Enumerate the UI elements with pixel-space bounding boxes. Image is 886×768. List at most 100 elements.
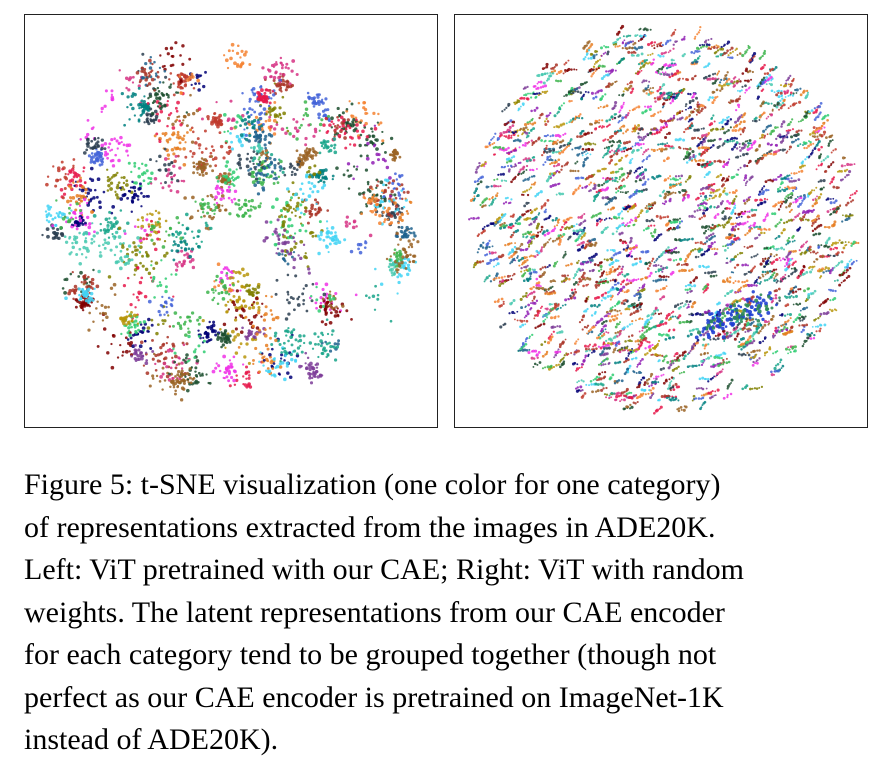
scatter-point <box>319 100 323 104</box>
scatter-point <box>71 217 75 221</box>
scatter-point <box>87 328 91 332</box>
scatter-point <box>180 369 184 373</box>
scatter-point <box>682 305 685 308</box>
scatter-point <box>197 371 201 375</box>
scatter-point <box>582 394 585 397</box>
scatter-point <box>317 176 321 180</box>
scatter-point <box>582 234 586 237</box>
scatter-point <box>212 148 216 152</box>
scatter-point <box>287 224 291 228</box>
scatter-point <box>662 373 665 376</box>
scatter-point <box>166 52 170 56</box>
scatter-point <box>123 255 127 259</box>
scatter-point <box>210 329 215 334</box>
scatter-point <box>299 203 303 207</box>
scatter-point <box>194 82 197 86</box>
scatter-point <box>295 72 299 77</box>
scatter-point <box>333 358 338 362</box>
scatter-point <box>240 49 244 53</box>
scatter-point <box>185 353 189 357</box>
scatter-point <box>209 324 214 329</box>
scatter-point <box>632 357 635 360</box>
scatter-point <box>597 334 600 337</box>
scatter-point <box>78 293 81 297</box>
scatter-point <box>284 317 289 321</box>
scatter-point <box>239 330 244 334</box>
scatter-point <box>237 153 241 158</box>
scatter-point <box>237 346 241 349</box>
scatter-point <box>83 274 87 277</box>
scatter-point <box>784 265 786 268</box>
scatter-point <box>813 147 817 150</box>
scatter-point <box>603 105 606 109</box>
scatter-point <box>549 147 552 151</box>
scatter-point <box>92 234 96 238</box>
scatter-point <box>510 242 513 245</box>
scatter-point <box>331 177 334 181</box>
scatter-point <box>123 232 127 236</box>
scatter-point <box>139 261 142 265</box>
scatter-point <box>242 382 245 386</box>
scatter-point <box>823 126 826 129</box>
scatter-point <box>266 68 270 71</box>
scatter-point <box>138 182 142 186</box>
scatter-point <box>335 236 338 239</box>
scatter-point <box>384 183 388 187</box>
scatter-point <box>137 244 140 248</box>
scatter-point <box>328 297 332 302</box>
scatter-point <box>261 151 265 155</box>
scatter-point <box>679 147 682 150</box>
scatter-point <box>64 277 69 282</box>
scatter-point <box>104 217 109 222</box>
scatter-point <box>327 119 331 123</box>
scatter-point <box>149 56 153 59</box>
scatter-point <box>241 326 244 330</box>
scatter-point <box>92 320 95 323</box>
scatter-point <box>263 143 267 147</box>
scatter-point <box>245 138 249 142</box>
scatter-point <box>169 64 173 68</box>
scatter-point <box>173 242 177 246</box>
scatter-point <box>269 129 272 132</box>
scatter-point <box>596 389 600 393</box>
scatter-point <box>293 172 297 176</box>
scatter-point <box>785 261 789 265</box>
scatter-point <box>366 154 369 158</box>
scatter-point <box>247 292 251 296</box>
scatter-point <box>410 245 414 249</box>
scatter-point <box>618 250 622 254</box>
scatter-point <box>829 247 833 251</box>
scatter-point <box>375 138 379 142</box>
scatter-point <box>174 106 178 110</box>
scatter-point <box>383 206 387 209</box>
scatter-point <box>288 375 293 380</box>
scatter-point <box>159 106 163 111</box>
scatter-point <box>311 190 315 194</box>
scatter-point <box>659 367 663 371</box>
scatter-point <box>302 114 306 117</box>
scatter-point <box>103 305 108 309</box>
scatter-point <box>134 181 138 185</box>
scatter-point <box>698 50 701 53</box>
scatter-point <box>183 232 187 236</box>
scatter-point <box>273 157 277 162</box>
scatter-point <box>118 69 121 72</box>
scatter-point <box>337 133 342 138</box>
scatter-point <box>634 356 638 360</box>
scatter-point <box>290 335 294 338</box>
scatter-point <box>190 83 193 86</box>
scatter-point <box>389 136 394 141</box>
scatter-point <box>257 370 261 374</box>
scatter-point <box>170 133 174 136</box>
scatter-point <box>137 86 141 90</box>
scatter-point <box>788 348 791 351</box>
scatter-point <box>166 99 169 103</box>
scatter-point <box>129 302 133 307</box>
scatter-point <box>398 155 402 159</box>
scatter-point <box>194 200 197 203</box>
scatter-point <box>74 219 78 224</box>
scatter-point <box>795 92 798 94</box>
scatter-point <box>228 369 231 372</box>
scatter-point <box>627 246 630 249</box>
scatter-point <box>260 88 264 93</box>
